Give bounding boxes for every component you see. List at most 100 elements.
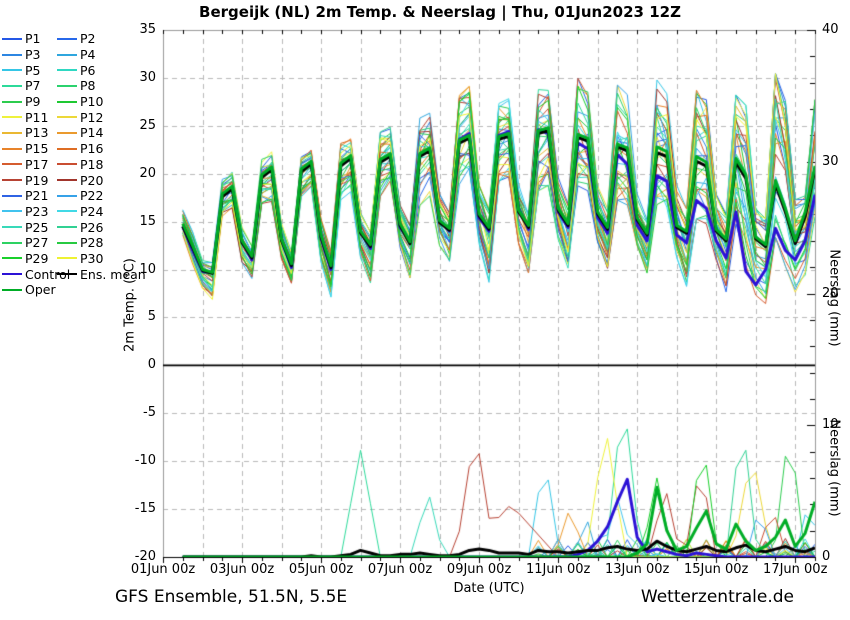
legend-swatch: [57, 179, 77, 182]
legend-label: P2: [80, 31, 96, 47]
legend-item-ens-mean: Ens. mean: [57, 267, 146, 282]
y-left-tick-label: 35: [139, 22, 156, 37]
legend-row: P17 P18: [2, 157, 134, 173]
x-tick-label: 17Jun 00z: [763, 562, 828, 577]
x-tick-label: 15Jun 00z: [684, 562, 749, 577]
legend-item-p23: P23: [2, 204, 57, 219]
legend-label: P25: [25, 219, 49, 235]
legend-swatch: [2, 273, 22, 276]
legend-swatch: [2, 194, 22, 197]
legend-swatch: [57, 100, 77, 103]
legend-swatch: [57, 116, 77, 119]
legend-item-p24: P24: [57, 204, 103, 219]
legend-label: P12: [80, 109, 104, 125]
legend-label: P20: [80, 172, 104, 188]
legend-row: P1 P2: [2, 31, 134, 47]
legend-item-p19: P19: [2, 173, 57, 188]
legend-item-p28: P28: [57, 235, 103, 250]
legend-label: P4: [80, 47, 96, 63]
legend-row: P5 P6: [2, 62, 134, 78]
legend-label: P14: [80, 125, 104, 141]
legend-label: Control: [25, 266, 71, 282]
ensemble-legend: P1 P2 P3 P4 P5 P6 P7 P8 P9 P10 P11 P12 P13 P14 P15 P16 P…: [2, 31, 146, 298]
legend-label: P9: [25, 94, 41, 110]
legend-row: P29 P30: [2, 251, 134, 267]
legend-label: P24: [80, 203, 104, 219]
x-tick-label: 07Jun 00z: [367, 562, 433, 577]
legend-item-p14: P14: [57, 125, 103, 140]
legend-swatch: [2, 210, 22, 213]
legend-row: P15 P16: [2, 141, 134, 157]
legend-item-p15: P15: [2, 141, 57, 156]
legend-swatch: [2, 147, 22, 150]
legend-item-p27: P27: [2, 235, 57, 250]
legend-label: P15: [25, 141, 49, 157]
legend-row: P3 P4: [2, 47, 134, 63]
legend-label: P30: [80, 250, 104, 266]
legend-row: P9 P10: [2, 94, 134, 110]
legend-item-p10: P10: [57, 94, 103, 109]
model-caption: GFS Ensemble, 51.5N, 5.5E: [115, 587, 348, 607]
legend-swatch: [2, 257, 22, 260]
legend-row: P13 P14: [2, 125, 134, 141]
legend-swatch: [2, 226, 22, 229]
legend-label: P19: [25, 172, 49, 188]
legend-item-p21: P21: [2, 188, 57, 203]
legend-swatch: [2, 163, 22, 166]
legend-row: P19 P20: [2, 172, 134, 188]
y-left-tick-label: 5: [147, 309, 156, 325]
y-left-tick-label: 10: [139, 261, 156, 277]
legend-row: P11 P12: [2, 109, 134, 125]
legend-label: P21: [25, 188, 49, 204]
legend-label: P7: [25, 78, 41, 94]
legend-swatch: [57, 163, 77, 166]
y-left-tick-label: 0: [147, 357, 156, 373]
legend-item-p11: P11: [2, 110, 57, 125]
legend-item-p8: P8: [57, 78, 96, 93]
legend-item-p6: P6: [57, 63, 96, 78]
y-right-tick-label: 0: [822, 549, 831, 564]
legend-swatch: [57, 273, 77, 276]
y-axis-right-title-lower: Neerslag (mm): [826, 419, 842, 517]
legend-label: P26: [80, 219, 104, 235]
legend-swatch: [57, 241, 77, 244]
legend-swatch: [2, 69, 22, 72]
legend-swatch: [57, 226, 77, 229]
legend-swatch: [57, 84, 77, 87]
legend-item-p1: P1: [2, 31, 57, 46]
x-tick-label: 09Jun 00z: [446, 562, 512, 577]
x-axis-title: Date (UTC): [453, 581, 525, 596]
legend-label: P29: [25, 250, 49, 266]
legend-label: Oper: [25, 282, 56, 298]
legend-label: P3: [25, 47, 41, 63]
legend-row: P23 P24: [2, 204, 134, 220]
x-tick-label: 03Jun 00z: [209, 562, 275, 577]
y-left-tick-label: 15: [139, 213, 156, 229]
legend-item-p16: P16: [57, 141, 103, 156]
y-right-tick-label: 40: [822, 22, 839, 37]
legend-item-p7: P7: [2, 78, 57, 93]
y-left-tick-label: -10: [134, 453, 156, 469]
legend-label: P13: [25, 125, 49, 141]
legend-item-p25: P25: [2, 220, 57, 235]
legend-swatch: [2, 241, 22, 244]
x-tick-label: 01Jun 00z: [130, 562, 196, 577]
legend-item-p17: P17: [2, 157, 57, 172]
legend-swatch: [57, 194, 77, 197]
legend-label: P11: [25, 109, 49, 125]
legend-item-p30: P30: [57, 251, 103, 266]
y-left-tick-label: -20: [134, 549, 156, 564]
legend-row: Oper: [2, 282, 134, 298]
legend-item-p9: P9: [2, 94, 57, 109]
y-right-tick-label: 30: [822, 153, 839, 169]
legend-swatch: [57, 210, 77, 213]
legend-label: P17: [25, 156, 49, 172]
y-left-tick-label: -5: [143, 405, 156, 421]
legend-label: P16: [80, 141, 104, 157]
legend-item-p3: P3: [2, 47, 57, 62]
legend-item-p2: P2: [57, 31, 96, 46]
legend-swatch: [2, 100, 22, 103]
legend-row: P25 P26: [2, 219, 134, 235]
legend-row: P21 P22: [2, 188, 134, 204]
